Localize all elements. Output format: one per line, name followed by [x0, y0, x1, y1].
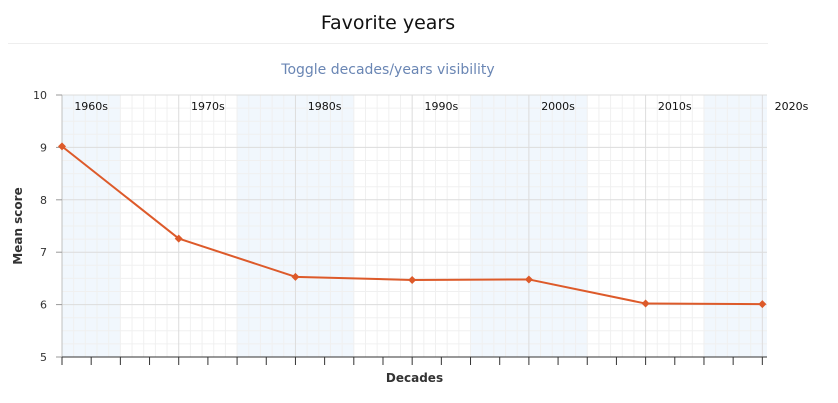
- grid-lines: [61, 94, 767, 358]
- data-point-2020s: [758, 300, 767, 309]
- decade-label-2000s: 2000s: [541, 100, 575, 113]
- toggle-decades-years-link[interactable]: Toggle decades/years visibility: [281, 62, 495, 78]
- data-point-1980s: [291, 272, 300, 281]
- y-tick-label-10: 10: [33, 89, 47, 102]
- x-axis-title: Decades: [386, 371, 443, 385]
- title-divider: [8, 43, 768, 44]
- y-tick-label-5: 5: [40, 351, 47, 364]
- y-tick-label-7: 7: [40, 246, 47, 259]
- decade-labels: 1960s 1970s 1980s 1990s 2000s 2010s 2020s: [74, 100, 808, 113]
- page-title: Favorite years: [320, 12, 456, 34]
- data-point-2010s: [641, 299, 650, 308]
- data-point-2000s: [524, 275, 533, 284]
- decade-label-2020s: 2020s: [775, 100, 809, 113]
- series-layer: [58, 142, 767, 309]
- decade-label-1980s: 1980s: [308, 100, 342, 113]
- data-point-1960s: [58, 142, 66, 151]
- decade-label-1970s: 1970s: [191, 100, 225, 113]
- y-tick-label-6: 6: [40, 299, 47, 312]
- y-tick-label-8: 8: [40, 194, 47, 207]
- y-tick-label-9: 9: [40, 141, 47, 154]
- axes: 5 6 7 8 9 10: [33, 89, 767, 365]
- data-point-1990s: [408, 275, 417, 284]
- decade-label-2010s: 2010s: [658, 100, 692, 113]
- data-point-1970s: [174, 234, 183, 243]
- decade-label-1990s: 1990s: [424, 100, 458, 113]
- y-axis-title: Mean score: [11, 187, 25, 264]
- decade-label-1960s: 1960s: [74, 100, 108, 113]
